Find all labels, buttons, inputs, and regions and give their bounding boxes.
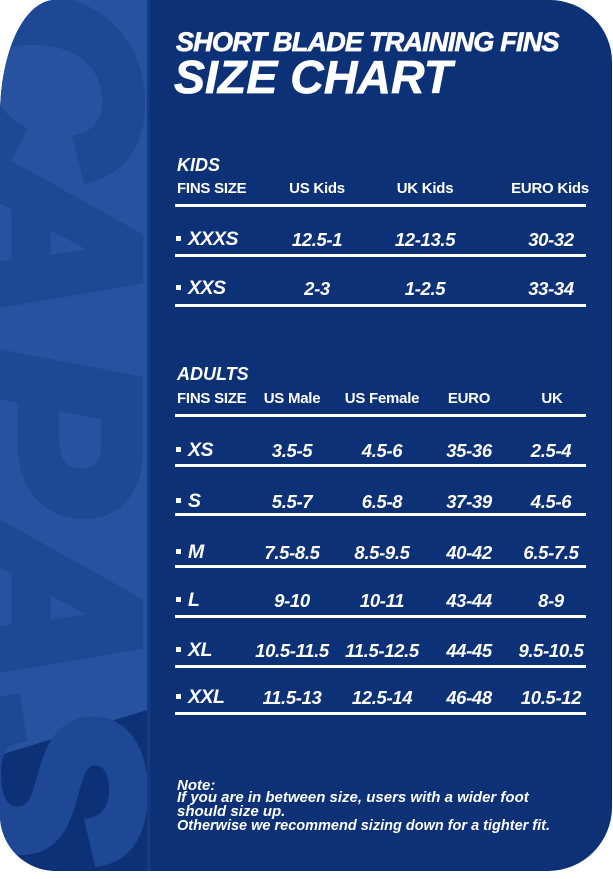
- svg-text:C: C: [0, 0, 150, 176]
- svg-text:S: S: [0, 698, 150, 861]
- svg-text:P: P: [0, 345, 150, 513]
- svg-text:A: A: [0, 515, 150, 686]
- svg-text:A: A: [0, 150, 150, 321]
